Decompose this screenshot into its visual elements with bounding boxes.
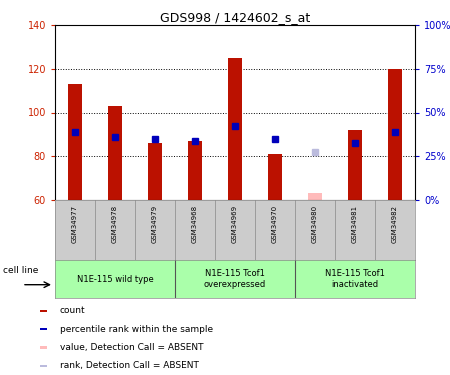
Text: GSM34970: GSM34970 xyxy=(272,205,278,243)
Bar xyxy=(108,106,122,200)
Bar xyxy=(148,143,162,200)
Text: GSM34979: GSM34979 xyxy=(152,205,158,243)
Text: N1E-115 Tcof1
inactivated: N1E-115 Tcof1 inactivated xyxy=(325,269,385,289)
Text: value, Detection Call = ABSENT: value, Detection Call = ABSENT xyxy=(60,343,203,352)
Text: cell line: cell line xyxy=(3,266,38,275)
FancyBboxPatch shape xyxy=(40,310,47,312)
Bar xyxy=(348,130,362,200)
Bar xyxy=(268,154,282,200)
Bar xyxy=(68,84,82,200)
Text: GSM34968: GSM34968 xyxy=(192,205,198,243)
Text: percentile rank within the sample: percentile rank within the sample xyxy=(60,325,213,334)
FancyBboxPatch shape xyxy=(40,328,47,330)
Text: GSM34981: GSM34981 xyxy=(352,205,358,243)
FancyBboxPatch shape xyxy=(40,365,47,367)
Text: GSM34969: GSM34969 xyxy=(232,205,238,243)
Text: N1E-115 wild type: N1E-115 wild type xyxy=(76,274,153,284)
Bar xyxy=(228,58,242,200)
Bar xyxy=(388,69,402,200)
FancyBboxPatch shape xyxy=(40,346,47,349)
Text: GSM34982: GSM34982 xyxy=(392,205,398,243)
Text: GSM34978: GSM34978 xyxy=(112,205,118,243)
Text: count: count xyxy=(60,306,86,315)
Title: GDS998 / 1424602_s_at: GDS998 / 1424602_s_at xyxy=(160,11,310,24)
Text: rank, Detection Call = ABSENT: rank, Detection Call = ABSENT xyxy=(60,362,198,370)
Bar xyxy=(188,141,202,200)
Text: N1E-115 Tcof1
overexpressed: N1E-115 Tcof1 overexpressed xyxy=(204,269,266,289)
Text: GSM34977: GSM34977 xyxy=(72,205,78,243)
Text: GSM34980: GSM34980 xyxy=(312,205,318,243)
Bar xyxy=(308,194,322,200)
